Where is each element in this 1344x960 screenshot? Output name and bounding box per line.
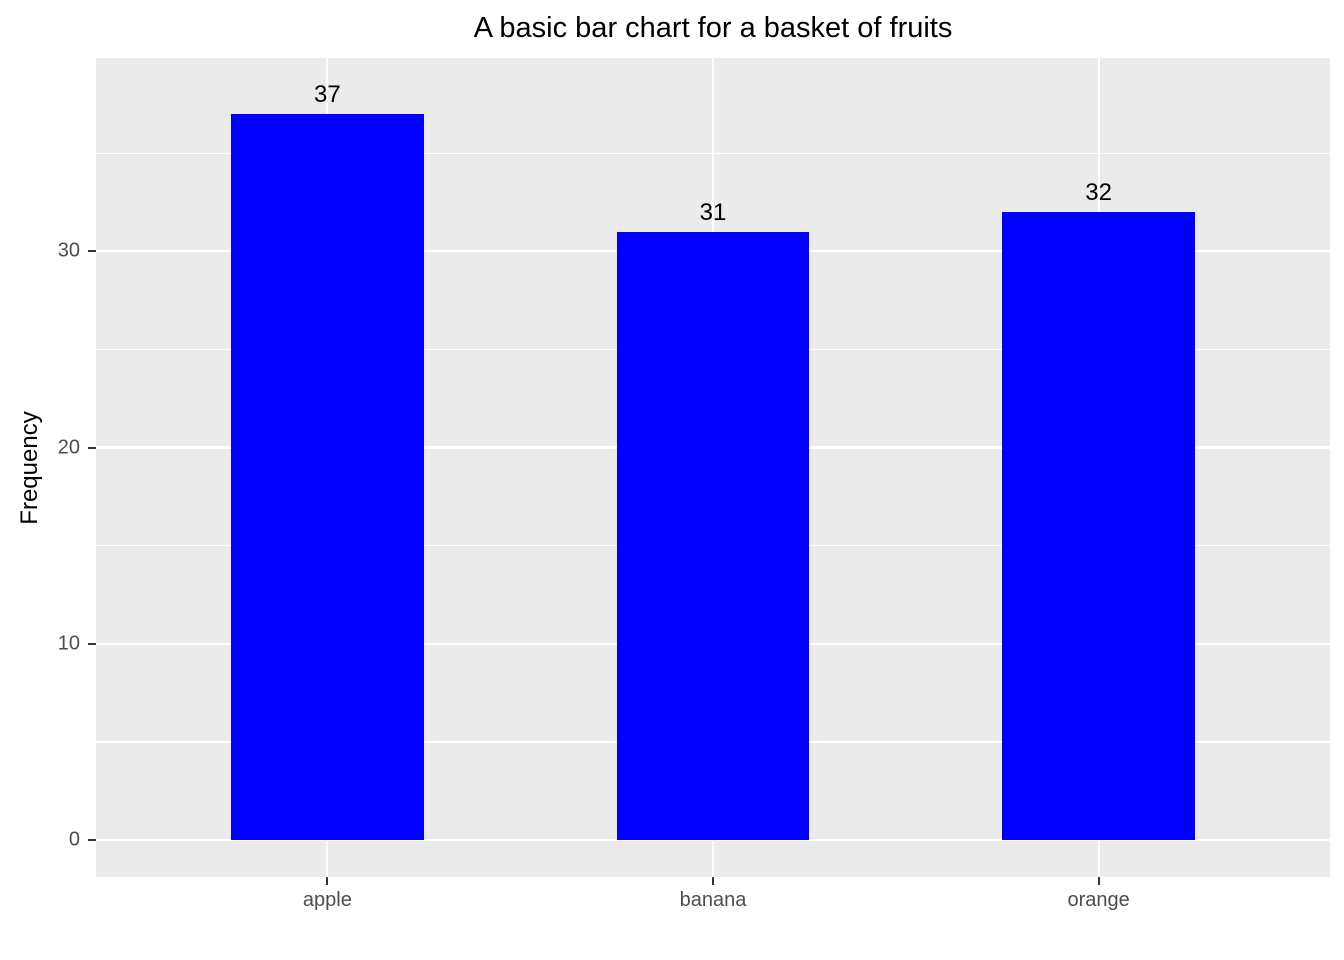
bar-value-label: 31 bbox=[699, 198, 727, 226]
bar-banana bbox=[616, 231, 810, 841]
y-tick-mark bbox=[88, 446, 96, 449]
y-tick-mark bbox=[88, 839, 96, 842]
x-tick-mark bbox=[1097, 877, 1100, 885]
y-tick-label: 30 bbox=[57, 239, 80, 262]
x-tick-label-orange: orange bbox=[1067, 889, 1130, 911]
bar-value-label: 37 bbox=[314, 80, 341, 108]
x-tick-label-banana: banana bbox=[679, 889, 747, 911]
x-tick-mark bbox=[712, 877, 714, 885]
bar-apple bbox=[230, 113, 424, 841]
x-tick-mark bbox=[326, 877, 329, 885]
bar-value-label: 32 bbox=[1085, 179, 1112, 207]
x-tick-label-apple: apple bbox=[302, 889, 352, 911]
y-axis-title: Frequency bbox=[16, 410, 43, 525]
y-tick-label: 20 bbox=[57, 436, 80, 459]
chart-title: A basic bar chart for a basket of fruits bbox=[473, 12, 953, 44]
bar-orange bbox=[1002, 212, 1196, 841]
y-tick-mark bbox=[88, 642, 96, 645]
y-tick-label: 10 bbox=[57, 632, 80, 655]
y-tick-label: 0 bbox=[68, 828, 80, 851]
y-tick-mark bbox=[88, 250, 96, 253]
